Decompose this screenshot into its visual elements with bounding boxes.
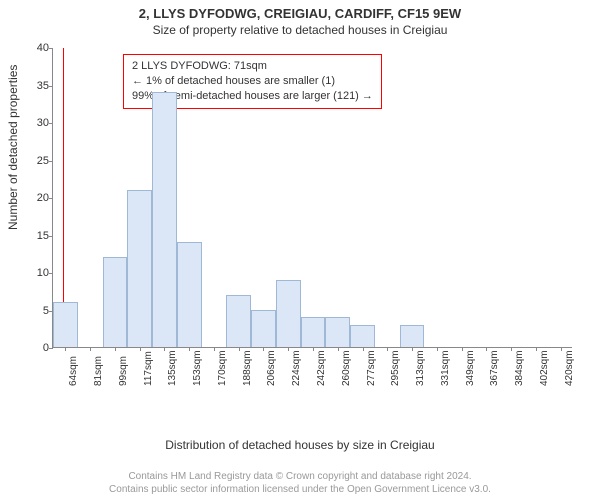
x-tick-label: 188sqm	[242, 350, 253, 386]
histogram-bar	[152, 92, 177, 347]
y-tick-label: 20	[23, 192, 49, 204]
x-tick-mark	[115, 347, 116, 351]
footer-attribution: Contains HM Land Registry data © Crown c…	[0, 471, 600, 496]
x-tick-mark	[313, 347, 314, 351]
page-title: 2, LLYS DYFODWG, CREIGIAU, CARDIFF, CF15…	[0, 6, 600, 21]
x-tick-mark	[263, 347, 264, 351]
x-tick-mark	[65, 347, 66, 351]
chart-area: 2 LLYS DYFODWG: 71sqm ← 1% of detached h…	[52, 48, 572, 418]
x-tick-mark	[462, 347, 463, 351]
x-tick-mark	[164, 347, 165, 351]
y-tick-label: 25	[23, 155, 49, 167]
y-tick-mark	[49, 348, 53, 349]
x-tick-mark	[561, 347, 562, 351]
x-tick-mark	[189, 347, 190, 351]
histogram-bar	[127, 190, 152, 348]
x-tick-label: 81sqm	[93, 356, 104, 386]
x-tick-mark	[437, 347, 438, 351]
x-tick-mark	[412, 347, 413, 351]
histogram-bar	[177, 242, 202, 347]
x-tick-label: 313sqm	[415, 350, 426, 386]
x-tick-label: 117sqm	[143, 351, 154, 386]
histogram-bar	[226, 295, 251, 348]
histogram-bar	[325, 317, 350, 347]
legend-line: 2 LLYS DYFODWG: 71sqm	[132, 59, 373, 74]
y-tick-mark	[49, 236, 53, 237]
histogram-bar	[276, 280, 301, 348]
x-tick-mark	[214, 347, 215, 351]
footer-line: Contains public sector information licen…	[0, 484, 600, 497]
y-tick-mark	[49, 198, 53, 199]
y-axis-label: Number of detached properties	[6, 65, 20, 230]
y-tick-label: 10	[23, 267, 49, 279]
subtitle: Size of property relative to detached ho…	[0, 23, 600, 37]
histogram-bar	[301, 317, 326, 347]
x-tick-label: 331sqm	[440, 350, 451, 386]
x-tick-mark	[536, 347, 537, 351]
x-axis-label: Distribution of detached houses by size …	[0, 438, 600, 452]
x-tick-label: 99sqm	[118, 356, 129, 386]
y-tick-label: 40	[23, 42, 49, 54]
x-tick-label: 384sqm	[514, 350, 525, 386]
x-tick-mark	[363, 347, 364, 351]
x-tick-mark	[288, 347, 289, 351]
histogram-bar	[400, 325, 425, 348]
x-tick-mark	[239, 347, 240, 351]
y-tick-label: 35	[23, 80, 49, 92]
x-tick-mark	[387, 347, 388, 351]
x-tick-label: 260sqm	[341, 350, 352, 386]
x-tick-label: 349sqm	[465, 350, 476, 386]
y-tick-label: 0	[23, 342, 49, 354]
x-tick-mark	[486, 347, 487, 351]
histogram-bar	[53, 302, 78, 347]
x-tick-label: 295sqm	[390, 350, 401, 386]
legend-line: ← 1% of detached houses are smaller (1)	[132, 74, 373, 89]
y-tick-mark	[49, 123, 53, 124]
histogram-bar	[350, 325, 375, 348]
x-tick-mark	[140, 347, 141, 351]
x-tick-label: 242sqm	[316, 350, 327, 386]
y-tick-mark	[49, 86, 53, 87]
x-tick-label: 420sqm	[564, 350, 575, 386]
plot-area: 2 LLYS DYFODWG: 71sqm ← 1% of detached h…	[52, 48, 572, 348]
y-tick-mark	[49, 48, 53, 49]
y-tick-mark	[49, 161, 53, 162]
x-tick-label: 135sqm	[167, 350, 178, 386]
x-tick-label: 64sqm	[68, 356, 79, 386]
x-tick-label: 277sqm	[366, 350, 377, 386]
x-tick-mark	[338, 347, 339, 351]
y-tick-mark	[49, 273, 53, 274]
histogram-bar	[103, 257, 128, 347]
x-tick-mark	[90, 347, 91, 351]
x-tick-label: 170sqm	[217, 350, 228, 386]
x-tick-label: 153sqm	[192, 350, 203, 386]
x-tick-label: 402sqm	[539, 350, 550, 386]
x-tick-label: 206sqm	[266, 350, 277, 386]
histogram-bar	[251, 310, 276, 348]
y-tick-label: 5	[23, 305, 49, 317]
x-tick-label: 224sqm	[291, 350, 302, 386]
y-tick-label: 30	[23, 117, 49, 129]
y-tick-label: 15	[23, 230, 49, 242]
footer-line: Contains HM Land Registry data © Crown c…	[0, 471, 600, 484]
x-tick-label: 367sqm	[489, 350, 500, 386]
x-tick-mark	[511, 347, 512, 351]
